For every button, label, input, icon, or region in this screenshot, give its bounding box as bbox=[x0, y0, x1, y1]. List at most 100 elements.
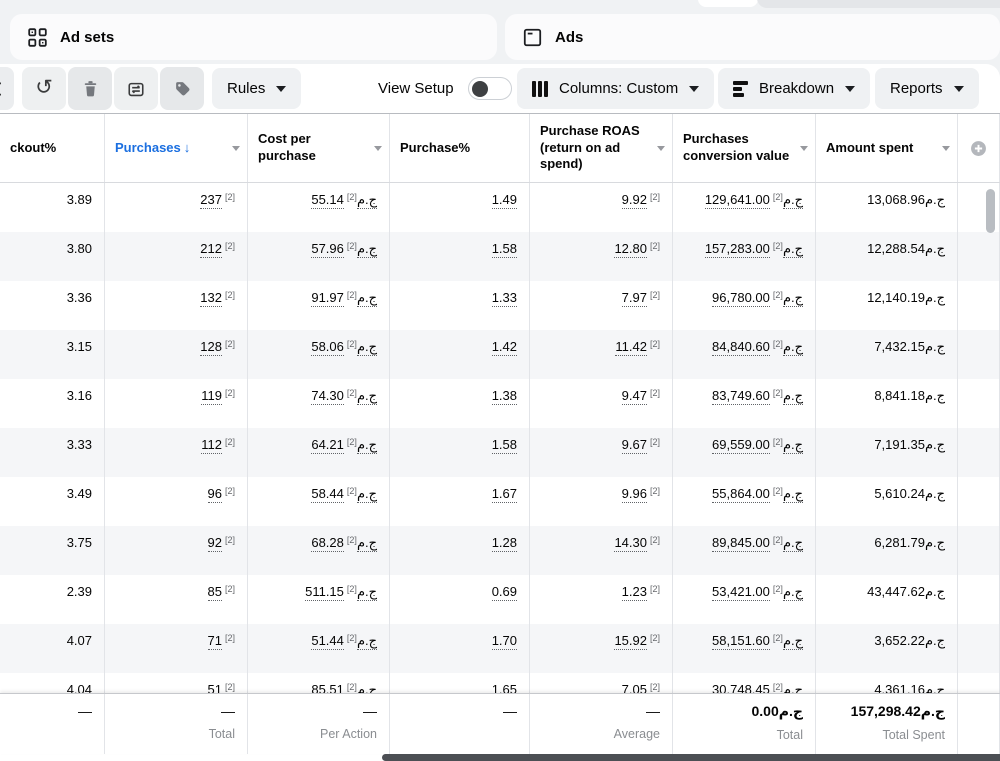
metric-value[interactable]: 14.30 bbox=[614, 535, 647, 552]
delete-button[interactable] bbox=[68, 67, 112, 110]
column-header-cost_per_purchase[interactable]: Cost per purchase bbox=[248, 114, 390, 182]
metric-value[interactable]: 1.33 bbox=[491, 290, 517, 307]
metric-value[interactable]: 57.96ج.م bbox=[311, 241, 377, 258]
metric-value[interactable]: 58.06ج.م bbox=[311, 339, 377, 356]
metric-value[interactable]: 157,283.00ج.م bbox=[704, 241, 803, 258]
metric-value[interactable]: 55,864.00ج.م bbox=[712, 486, 803, 503]
top-edge-search-bar-fragment bbox=[757, 0, 1000, 8]
column-header-roas[interactable]: Purchase ROAS (return on ad spend) bbox=[530, 114, 673, 182]
table-row[interactable]: 3.80 212 [2] 57.96ج.م[2] 1.58 12.80 [2] 157,283… bbox=[0, 232, 1000, 281]
metric-annotation: [2] bbox=[649, 290, 660, 300]
metric-value[interactable]: 0.69 bbox=[491, 584, 517, 601]
metric-value[interactable]: 96 bbox=[207, 486, 222, 503]
metric-value[interactable]: 1.65 bbox=[491, 682, 517, 693]
metric-value[interactable]: 237 bbox=[200, 192, 222, 209]
table-row[interactable]: 3.75 92 [2] 68.28ج.م[2] 1.28 14.30 [2] 89,845.0… bbox=[0, 526, 1000, 575]
table-row[interactable]: 3.36 132 [2] 91.97ج.م[2] 1.33 7.97 [2] 96,780.0… bbox=[0, 281, 1000, 330]
metric-value[interactable]: 9.96 bbox=[621, 486, 647, 503]
metric-value[interactable]: 9.47 bbox=[621, 388, 647, 405]
metric-value[interactable]: 511.15ج.م bbox=[305, 584, 377, 601]
metric-value[interactable]: 1.67 bbox=[491, 486, 517, 503]
metric-value[interactable]: 9.67 bbox=[621, 437, 647, 454]
cell-checkout: 3.36 bbox=[0, 281, 105, 330]
reports-button[interactable]: Reports bbox=[875, 68, 979, 109]
vertical-scrollbar[interactable] bbox=[986, 189, 995, 233]
metric-value[interactable]: 1.49 bbox=[491, 192, 517, 209]
metric-value[interactable]: 128 bbox=[200, 339, 222, 356]
metric-value[interactable]: 68.28ج.م bbox=[311, 535, 377, 552]
cell-amount_spent: 12,288.54ج.م bbox=[816, 232, 958, 281]
column-menu-chevron-icon[interactable] bbox=[800, 146, 808, 155]
metric-value[interactable]: 30,748.45ج.م bbox=[712, 682, 803, 693]
metric-value[interactable]: 112 bbox=[201, 437, 222, 454]
add-column-icon[interactable] bbox=[970, 140, 987, 157]
metric-value[interactable]: 119 bbox=[201, 388, 222, 405]
undo-button[interactable]: ↺ bbox=[22, 67, 66, 110]
table-row[interactable]: 2.39 85 [2] 511.15ج.م[2] 0.69 1.23 [2] 53,421.0… bbox=[0, 575, 1000, 624]
metric-value[interactable]: 84,840.60ج.م bbox=[712, 339, 803, 356]
metric-value[interactable]: 74.30ج.م bbox=[311, 388, 377, 405]
metric-value[interactable]: 11.42 bbox=[615, 339, 647, 356]
column-header-amount_spent[interactable]: Amount spent bbox=[816, 114, 958, 182]
columns-button[interactable]: Columns: Custom bbox=[517, 68, 715, 109]
column-menu-chevron-icon[interactable] bbox=[374, 146, 382, 155]
metric-value[interactable]: 1.42 bbox=[491, 339, 517, 356]
table-row[interactable]: 3.89 237 [2] 55.14ج.م[2] 1.49 9.92 [2] 129,641.… bbox=[0, 183, 1000, 232]
ab-test-button[interactable] bbox=[114, 67, 158, 110]
metric-value[interactable]: 53,421.00ج.م bbox=[712, 584, 803, 601]
table-row[interactable]: 4.07 71 [2] 51.44ج.م[2] 1.70 15.92 [2] 58,151.6… bbox=[0, 624, 1000, 673]
column-header-add_column[interactable] bbox=[958, 114, 1000, 182]
table-row[interactable]: 3.33 112 [2] 64.21ج.م[2] 1.58 9.67 [2] 69,559.0… bbox=[0, 428, 1000, 477]
table-row[interactable]: 4.04 51 [2] 85.51ج.م[2] 1.65 7.05 [2] 30,748.45… bbox=[0, 673, 1000, 693]
table-row[interactable]: 3.49 96 [2] 58.44ج.م[2] 1.67 9.96 [2] 55,864.00… bbox=[0, 477, 1000, 526]
metric-value[interactable]: 92 bbox=[207, 535, 222, 552]
column-header-purchase_pct[interactable]: Purchase% bbox=[390, 114, 530, 182]
view-setup-toggle[interactable] bbox=[468, 77, 512, 100]
rules-button[interactable]: Rules bbox=[212, 68, 302, 109]
summary-value: 157,298.42ج.م bbox=[850, 703, 945, 719]
metric-value[interactable]: 58.44ج.م bbox=[311, 486, 377, 503]
metric-value[interactable]: 1.28 bbox=[491, 535, 517, 552]
cell-cost_per_purchase: 57.96ج.م[2] bbox=[248, 232, 390, 281]
column-menu-chevron-icon[interactable] bbox=[942, 146, 950, 155]
metric-value[interactable]: 212 bbox=[200, 241, 222, 258]
metric-value[interactable]: 51.44ج.م bbox=[311, 633, 377, 650]
metric-value[interactable]: 85 bbox=[207, 584, 222, 601]
metric-value[interactable]: 71 bbox=[207, 633, 222, 650]
metric-value[interactable]: 129,641.00ج.م bbox=[704, 192, 803, 209]
metric-value[interactable]: 1.38 bbox=[491, 388, 517, 405]
metric-value[interactable]: 12.80 bbox=[614, 241, 647, 258]
column-header-conversion_value[interactable]: Purchases conversion value bbox=[673, 114, 816, 182]
metric-value[interactable]: 96,780.00ج.م bbox=[712, 290, 803, 307]
breakdown-button[interactable]: Breakdown bbox=[718, 68, 871, 109]
metric-value[interactable]: 64.21ج.م bbox=[311, 437, 377, 454]
metric-value[interactable]: 15.92 bbox=[614, 633, 647, 650]
column-menu-chevron-icon[interactable] bbox=[657, 146, 665, 155]
metric-value[interactable]: 1.70 bbox=[491, 633, 517, 650]
metric-value[interactable]: 1.58 bbox=[491, 241, 517, 258]
metric-value[interactable]: 9.92 bbox=[621, 192, 647, 209]
column-menu-chevron-icon[interactable] bbox=[232, 146, 240, 155]
horizontal-scrollbar[interactable] bbox=[382, 754, 1000, 761]
metric-value[interactable]: 55.14ج.م bbox=[311, 192, 377, 209]
metric-value[interactable]: 69,559.00ج.م bbox=[712, 437, 803, 454]
tab-ad-sets[interactable]: Ad sets bbox=[10, 14, 497, 60]
metric-value[interactable]: 7.97 bbox=[621, 290, 647, 307]
table-row[interactable]: 3.16 119 [2] 74.30ج.م[2] 1.38 9.47 [2] 83,749.6… bbox=[0, 379, 1000, 428]
metric-value[interactable]: 51 bbox=[207, 682, 222, 693]
metric-value[interactable]: 132 bbox=[200, 290, 222, 307]
column-header-purchases[interactable]: Purchases ↓ bbox=[105, 114, 248, 182]
metric-value[interactable]: 58,151.60ج.م bbox=[712, 633, 803, 650]
metric-value[interactable]: 91.97ج.م bbox=[311, 290, 377, 307]
metric-value[interactable]: 7.05 bbox=[621, 682, 647, 693]
metric-value[interactable]: 85.51ج.م bbox=[311, 682, 377, 693]
metric-value[interactable]: 83,749.60ج.م bbox=[712, 388, 803, 405]
table-row[interactable]: 3.15 128 [2] 58.06ج.م[2] 1.42 11.42 [2] 84,840.… bbox=[0, 330, 1000, 379]
tag-button[interactable] bbox=[160, 67, 204, 110]
metric-value[interactable]: 89,845.00ج.م bbox=[712, 535, 803, 552]
metric-value[interactable]: 1.58 bbox=[491, 437, 517, 454]
column-header-checkout[interactable]: ckout% bbox=[0, 114, 105, 182]
metric-value[interactable]: 1.23 bbox=[621, 584, 647, 601]
duplicate-button[interactable] bbox=[0, 67, 14, 110]
tab-ads[interactable]: Ads bbox=[505, 14, 1000, 60]
